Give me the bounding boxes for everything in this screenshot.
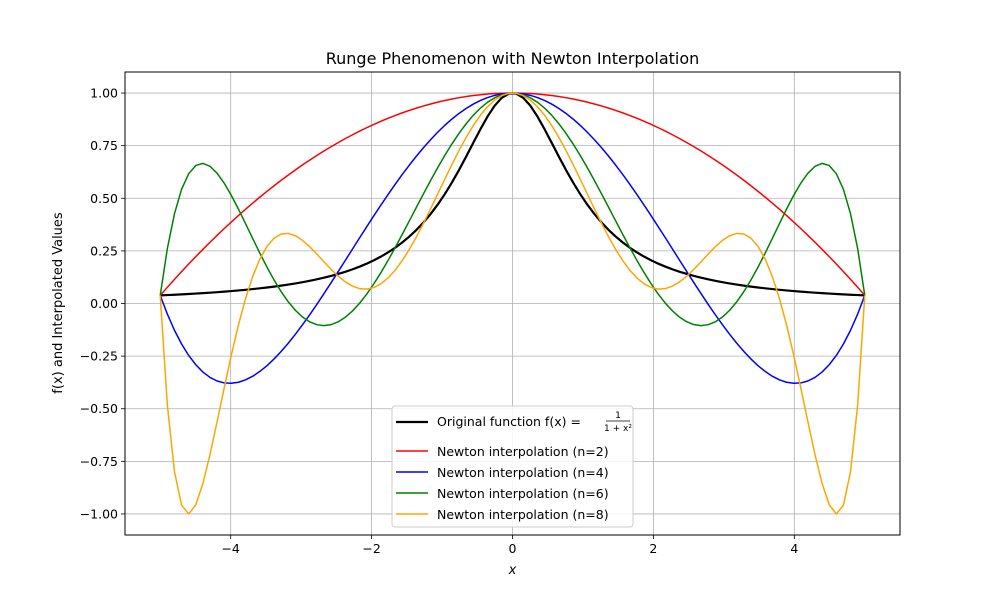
y-tick-label: −0.75 <box>80 454 118 469</box>
x-tick-label: 4 <box>790 541 798 556</box>
series-line-4 <box>159 92 866 515</box>
y-tick-label: 1.00 <box>90 86 118 101</box>
legend-label-n8: Newton interpolation (n=8) <box>437 507 609 522</box>
y-axis-ticks: −1.00 −0.75 −0.50 −0.25 0.00 0.25 0.50 0.75 1.00 <box>80 86 125 521</box>
series-group <box>159 92 866 515</box>
y-tick-label: −1.00 <box>80 506 118 521</box>
legend: Original function f(x) = 1 1 + x² Newton… <box>391 405 634 528</box>
y-tick-label: −0.50 <box>80 401 118 416</box>
legend-label-n2: Newton interpolation (n=2) <box>437 444 609 459</box>
x-tick-label: 2 <box>649 541 657 556</box>
y-tick-label: 0.00 <box>90 296 118 311</box>
x-axis-label: x <box>508 563 517 578</box>
x-tick-label: −4 <box>221 541 239 556</box>
chart-title: Runge Phenomenon with Newton Interpolati… <box>326 49 700 68</box>
y-tick-label: −0.25 <box>80 349 118 364</box>
x-tick-label: 0 <box>509 541 517 556</box>
legend-label-n4: Newton interpolation (n=4) <box>437 465 609 480</box>
legend-frac-denominator: 1 + x² <box>604 424 632 434</box>
x-tick-label: −2 <box>362 541 380 556</box>
legend-frac-numerator: 1 <box>615 411 621 421</box>
y-tick-label: 0.50 <box>90 191 118 206</box>
legend-label-n6: Newton interpolation (n=6) <box>437 486 609 501</box>
y-axis-label: f(x) and Interpolated Values <box>51 212 66 394</box>
legend-box <box>391 405 634 528</box>
y-tick-label: 0.75 <box>90 138 118 153</box>
y-tick-label: 0.25 <box>90 243 118 258</box>
x-axis-ticks: −4 −2 0 2 4 <box>221 535 798 556</box>
legend-label-original: Original function f(x) = <box>437 414 581 429</box>
